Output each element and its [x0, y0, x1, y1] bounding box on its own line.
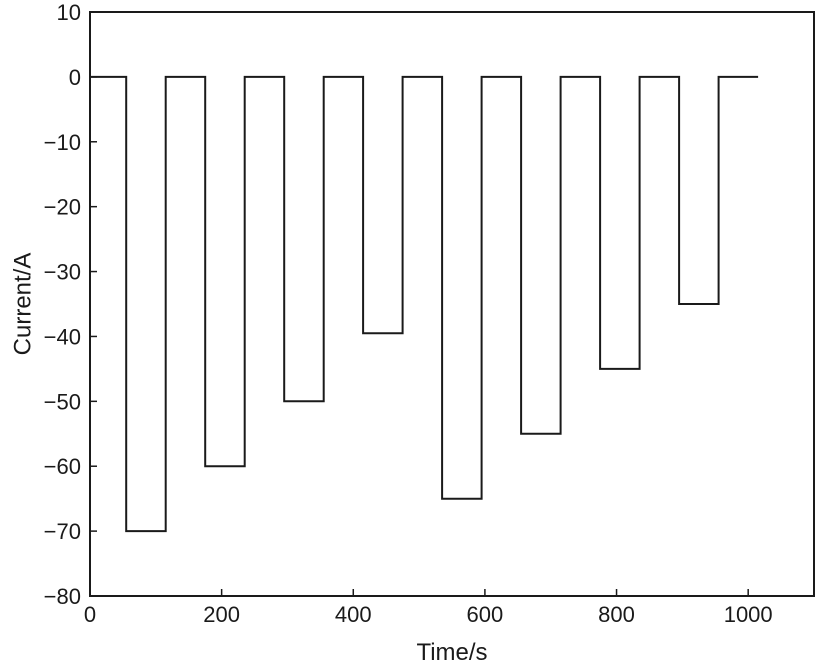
x-tick-label: 800 [598, 602, 635, 627]
x-axis-ticks [89, 589, 749, 596]
x-tick-label: 0 [84, 602, 96, 627]
y-tick-label: −10 [44, 130, 81, 155]
y-tick-label: −40 [44, 324, 81, 349]
series-line [90, 75, 759, 533]
x-axis-tick-labels: 0 200 400 600 800 1000 [84, 602, 773, 627]
y-tick-label: 0 [69, 65, 81, 90]
y-tick-label: −70 [44, 519, 81, 544]
plot-frame [89, 11, 815, 597]
y-tick-label: −20 [44, 195, 81, 220]
y-tick-label: 10 [57, 0, 81, 25]
y-tick-label: −80 [44, 584, 81, 609]
y-tick-label: −50 [44, 389, 81, 414]
y-axis-title: Current/A [9, 253, 36, 356]
x-tick-label: 1000 [724, 602, 773, 627]
x-tick-label: 400 [335, 602, 372, 627]
y-axis-ticks [90, 11, 97, 597]
x-axis-title: Time/s [416, 639, 487, 664]
y-tick-label: −30 [44, 260, 81, 285]
y-tick-label: −60 [44, 454, 81, 479]
x-tick-label: 200 [203, 602, 240, 627]
series-layer [90, 75, 759, 533]
x-tick-label: 600 [467, 602, 504, 627]
y-axis-tick-labels: 10 0 −10 −20 −30 −40 −50 −60 −70 −80 [44, 0, 81, 609]
